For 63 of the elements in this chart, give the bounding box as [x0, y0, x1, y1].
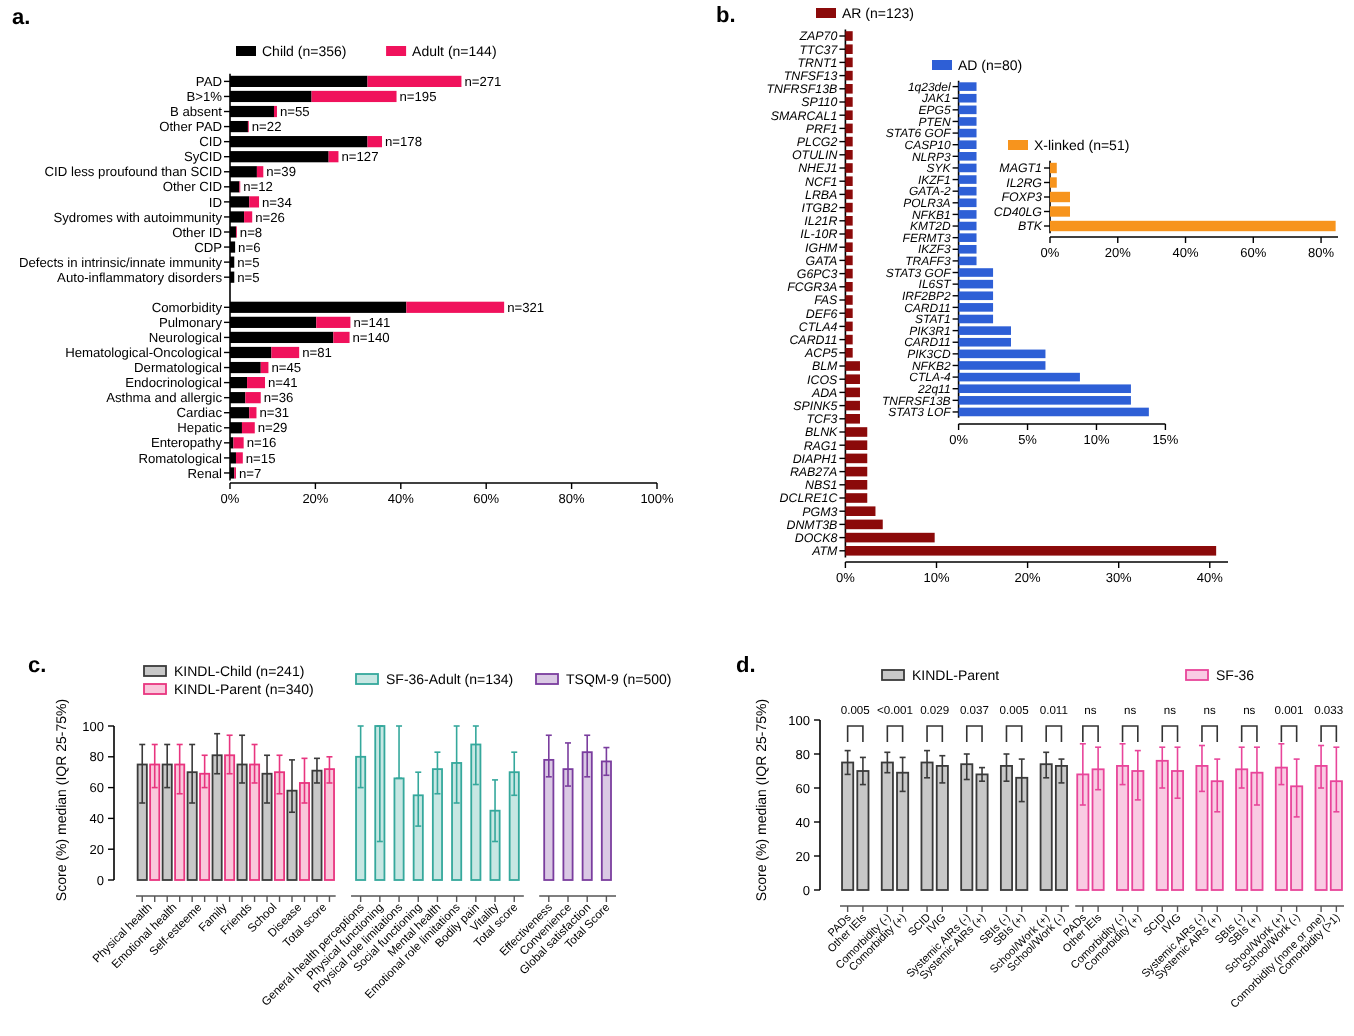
- bar: [1250, 771, 1264, 891]
- bar: [845, 70, 853, 81]
- bar: [1054, 765, 1068, 891]
- bar: [975, 773, 989, 891]
- bar: [1155, 759, 1169, 891]
- bar: [1076, 773, 1090, 891]
- bar: [845, 255, 853, 266]
- bar: [1050, 162, 1057, 174]
- bar: [845, 57, 853, 68]
- bar: [845, 546, 1217, 556]
- bar: [1210, 780, 1224, 891]
- bar: [249, 196, 260, 208]
- bar: [960, 763, 974, 891]
- bar: [316, 316, 351, 328]
- bar: [845, 466, 868, 477]
- bar: [328, 151, 339, 163]
- bar: [920, 761, 934, 891]
- bar: [244, 211, 253, 223]
- bar: [367, 136, 383, 148]
- bar: [233, 437, 244, 449]
- bar: [235, 452, 243, 464]
- text: a.: [12, 6, 31, 30]
- chart-title: d.: [736, 654, 756, 678]
- bar: [880, 761, 894, 891]
- bar: [367, 75, 462, 87]
- bar: [896, 771, 910, 891]
- bar: [935, 765, 949, 891]
- bar: [1329, 780, 1343, 891]
- bar: [333, 331, 350, 344]
- bar: [845, 189, 853, 200]
- bar: [1050, 206, 1070, 217]
- bar: [249, 407, 257, 419]
- bar: [1050, 191, 1070, 203]
- bar: [1290, 785, 1304, 891]
- bar: [845, 202, 853, 213]
- bar: [1116, 765, 1130, 891]
- bar: [1050, 177, 1057, 188]
- bar: [845, 334, 853, 345]
- bar: [845, 532, 935, 543]
- bar: [841, 761, 855, 891]
- bar: [845, 400, 860, 411]
- bar: [245, 392, 261, 404]
- bar: [241, 422, 255, 434]
- bar: [406, 301, 505, 313]
- bar: [1195, 765, 1209, 891]
- bar: [845, 519, 883, 530]
- bar: [260, 361, 269, 374]
- chart-title: b.: [716, 4, 736, 28]
- bar: [845, 136, 853, 147]
- chart-title: c.: [28, 654, 47, 678]
- bar: [845, 453, 868, 464]
- bar: [271, 346, 300, 359]
- bar: [1171, 770, 1185, 891]
- bar: [256, 166, 264, 178]
- bar: [845, 387, 860, 398]
- bar: [247, 377, 266, 389]
- bar: [845, 268, 853, 279]
- bar: [1015, 776, 1029, 891]
- bar: [1050, 220, 1336, 232]
- bar: [311, 90, 397, 103]
- bar: [845, 123, 853, 134]
- bar: [845, 321, 853, 332]
- bar: [999, 765, 1013, 891]
